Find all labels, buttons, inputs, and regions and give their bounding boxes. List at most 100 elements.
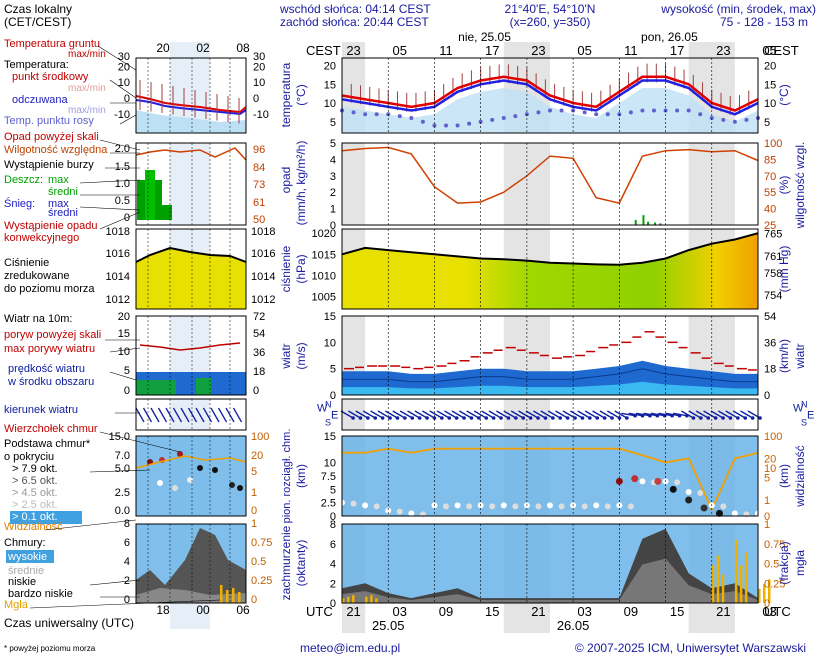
- date-label: 25.05: [372, 618, 405, 633]
- wind-arrow: [643, 412, 658, 417]
- wind-arrow: [340, 410, 354, 419]
- wind-arrow-head: [425, 416, 429, 420]
- dew-point-dot: [513, 114, 518, 119]
- legend-high-bg: [6, 550, 54, 563]
- bottom-hour-label: 15: [670, 604, 684, 619]
- fog-bar: [365, 596, 368, 603]
- panel-border: [341, 315, 759, 396]
- bottom-hour-label: 03: [762, 604, 776, 619]
- utc-label-left: UTC: [306, 604, 333, 619]
- y2-tick-label: 10: [764, 463, 776, 475]
- legend-panel-border: [135, 57, 247, 134]
- legend-connector: [89, 579, 141, 586]
- y-tick-label: 10: [324, 458, 336, 470]
- legend-panel-border: [135, 523, 247, 604]
- y2-tick-label: 0.25: [764, 578, 785, 590]
- wind-arrow-head: [580, 416, 585, 420]
- fog-bar: [370, 595, 373, 603]
- legend-wind-arrow: [135, 407, 145, 423]
- dew-point-dot: [652, 108, 656, 113]
- legend-y2-tick: 0.75: [251, 537, 272, 549]
- legend-pressure-area: [136, 248, 246, 309]
- legend-cloud-low: [136, 528, 246, 603]
- wind-arrow-head: [395, 416, 400, 420]
- dir-label-s: S: [325, 418, 331, 428]
- legend-cloud-base-dot: [172, 485, 178, 491]
- day-label: nie, 25.05: [458, 30, 511, 44]
- cloud-base-dot-dense: [631, 475, 639, 483]
- cloud-base-dot-dense: [669, 485, 677, 493]
- bottom-hour-label: 21: [346, 604, 360, 619]
- cloud-base-dot: [697, 490, 704, 496]
- legend-rain-bar-max: [145, 170, 155, 220]
- legend-wind-green: [136, 380, 176, 395]
- dew-point-dot: [582, 110, 587, 115]
- wind-arrow: [458, 410, 472, 419]
- y-tick-label: 5: [330, 484, 336, 496]
- y-tick-label: 2: [330, 187, 336, 199]
- wind-arrow: [399, 410, 413, 419]
- legend-text: poryw powyżej skali: [4, 329, 101, 341]
- wind-arrow: [665, 412, 680, 417]
- wind-arrow-head: [691, 416, 696, 420]
- legend-text: prędkość wiatru: [8, 363, 85, 375]
- y-tick-label: 15: [764, 79, 776, 91]
- bottom-hour-label: 09: [624, 604, 638, 619]
- wind-arrow-head: [551, 416, 555, 420]
- y-tick-label: 4: [330, 154, 336, 166]
- legend-connector: [109, 347, 141, 353]
- cloud-base-dot: [639, 478, 646, 485]
- wind-arrow-head: [528, 416, 533, 420]
- footer-email[interactable]: meteo@icm.edu.pl: [300, 641, 400, 655]
- legend-night-band: [170, 42, 210, 58]
- wind-arrow: [347, 410, 361, 419]
- dew-point-dot: [640, 108, 645, 113]
- legend-perceived-line: [135, 99, 247, 116]
- legend-text: bardzo niskie: [8, 588, 73, 600]
- rh-title: wilgotność wzgl.: [793, 142, 807, 230]
- legend-cloud-base-dot: [229, 482, 235, 488]
- legend-text: max porywy wiatru: [4, 343, 95, 355]
- legend-wind-arrow: [180, 407, 190, 423]
- rain-bar: [654, 222, 656, 225]
- y-tick-label: 10: [764, 98, 776, 110]
- legend-text: Opad powyżej skali: [4, 131, 99, 143]
- wind-arrow: [473, 410, 487, 419]
- wind-arrow-head: [728, 416, 733, 420]
- fog-unit: (frakcja): [777, 541, 791, 584]
- bottom-hour-label: 03: [393, 604, 407, 619]
- fog-bar: [347, 596, 350, 603]
- legend-y-tick: 0: [124, 385, 130, 397]
- legend-y-tick: 1018: [106, 226, 130, 238]
- legend-y-tick: 0.0: [115, 505, 130, 517]
- legend-text: > 6.5 okt.: [12, 475, 58, 487]
- wind-arrow-head: [351, 416, 355, 420]
- wind-arrow: [606, 410, 620, 419]
- legend-panel-border: [135, 315, 247, 396]
- y2-tick-label: 0: [764, 598, 770, 610]
- y2-tick-label: 100: [764, 138, 782, 150]
- legend-y2-tick: 30: [253, 51, 265, 63]
- wind-arrow: [569, 410, 583, 419]
- legend-wind-arrow: [217, 407, 228, 423]
- top-hour-label: 05: [577, 43, 591, 58]
- legend-y-tick: 7.0: [115, 450, 130, 462]
- cest-label-right: CEST: [764, 43, 799, 58]
- y-tick-label: 1: [330, 204, 336, 216]
- y-tick-label: 2.5: [321, 498, 336, 510]
- y2-tick-label: 18: [764, 364, 776, 376]
- legend-fog-bar: [226, 590, 229, 603]
- dew-point-dot: [744, 117, 749, 122]
- wind-arrow: [577, 410, 591, 419]
- fog-bar: [716, 555, 720, 603]
- wind-arrow: [495, 410, 509, 419]
- dew-point-dot: [478, 119, 483, 124]
- temp-unit: (°C): [294, 84, 308, 105]
- wind-arrow: [658, 412, 673, 417]
- legend-y-tick: 30: [118, 51, 130, 63]
- legend-wind-arrow: [232, 407, 243, 423]
- legend-y2-tick: 20: [253, 62, 265, 74]
- wind-arrow: [444, 410, 458, 419]
- cloud-base-dot: [581, 503, 588, 510]
